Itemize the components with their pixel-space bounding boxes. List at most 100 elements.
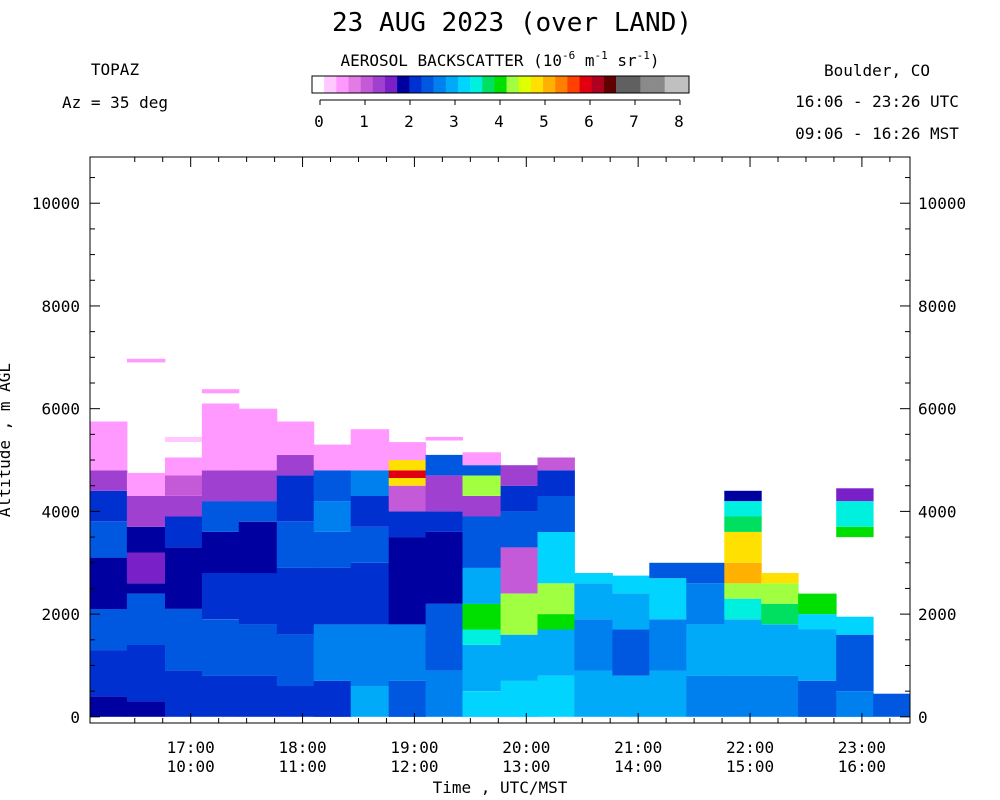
heatmap-cell [649, 670, 687, 717]
heatmap-cell [238, 408, 278, 471]
heatmap-cell [201, 619, 240, 676]
heatmap-cell [238, 624, 278, 676]
colorbar-swatch [457, 76, 471, 93]
heatmap-cell [537, 583, 575, 615]
heatmap-cell [90, 490, 128, 522]
y-tick-label-left: 10000 [32, 194, 80, 213]
colorbar-swatch [628, 76, 641, 93]
heatmap-cell [724, 598, 762, 620]
heatmap-cell [649, 578, 687, 620]
heatmap-cell [350, 496, 390, 527]
colorbar-swatch [397, 76, 410, 93]
heatmap-cell [201, 573, 240, 620]
heatmap-cell [276, 634, 315, 687]
colorbar-swatch [421, 76, 434, 93]
x-tick-label-mst: 13:00 [502, 757, 550, 776]
x-tick-label-utc: 21:00 [614, 738, 662, 757]
colorbar-tick-label: 4 [494, 112, 504, 131]
heatmap-cell [90, 421, 128, 471]
heatmap-cell [649, 619, 687, 671]
heatmap-cell [126, 496, 166, 527]
colorbar-swatch [579, 76, 593, 93]
heatmap-cell [798, 593, 837, 615]
heatmap-cell [574, 670, 613, 717]
heatmap-cell [724, 501, 762, 517]
heatmap-cell [462, 496, 501, 517]
heatmap-cell [462, 603, 501, 630]
heatmap-cell [388, 680, 427, 717]
heatmap-cell [90, 557, 128, 609]
heatmap-cell [649, 562, 687, 579]
heatmap-cell [425, 436, 463, 441]
x-tick-label-mst: 12:00 [390, 757, 438, 776]
heatmap-cell [574, 583, 613, 620]
heatmap-cell [537, 457, 575, 471]
heatmap-cell [500, 634, 538, 681]
heatmap-cell [276, 475, 315, 522]
heatmap-cell [126, 526, 166, 553]
x-tick-label-utc: 19:00 [390, 738, 438, 757]
colorbar-swatch [664, 76, 678, 93]
heatmap-cell [537, 470, 575, 496]
heatmap-cell [537, 531, 575, 584]
heatmap-cell [873, 693, 911, 717]
heatmap-cell [500, 465, 538, 486]
heatmap-cell [500, 593, 538, 635]
y-axis-ticks: 0 0 2000 2000 4000 4000 6000 6000 8000 8000 10000 1… [32, 177, 966, 727]
colorbar-tick-label: 2 [404, 112, 414, 131]
colorbar-swatch [433, 76, 447, 93]
heatmap-cell [724, 675, 762, 717]
heatmap-cell [686, 624, 725, 676]
heatmap-cell [462, 644, 501, 692]
heatmap-cell [462, 629, 501, 645]
heatmap-cell [313, 531, 352, 568]
x-tick-label-mst: 15:00 [726, 757, 774, 776]
heatmap-cell [462, 465, 501, 476]
heatmap-cell [836, 616, 874, 635]
colorbar-swatch [409, 76, 422, 93]
colorbar-label: AEROSOL BACKSCATTER (10-6 m-1 sr-1) [340, 49, 659, 70]
heatmap-cell [388, 460, 427, 471]
heatmap-cell [537, 496, 575, 532]
heatmap-cell [313, 624, 352, 681]
heatmap-cell [425, 531, 463, 604]
heatmap-cell [425, 670, 463, 717]
heatmap-cell [612, 593, 650, 630]
heatmap-cell [238, 470, 278, 502]
heatmap-cell [836, 526, 874, 538]
heatmap-cell [350, 562, 390, 625]
colorbar-tick-label: 1 [359, 112, 369, 131]
y-tick-label-right: 6000 [918, 400, 957, 419]
x-tick-label-mst: 14:00 [614, 757, 662, 776]
heatmap-cell [724, 562, 762, 584]
x-tick-label-mst: 10:00 [167, 757, 215, 776]
heatmap-cell [313, 680, 352, 717]
heatmap-cell [388, 442, 427, 461]
colorbar-swatch [384, 76, 398, 93]
heatmap-cell [724, 516, 762, 532]
heatmap-cell [90, 650, 128, 697]
heatmap-cell [574, 573, 613, 584]
colorbar-swatch [348, 76, 361, 93]
heatmap-cell [350, 470, 390, 496]
heatmap-cell [462, 516, 501, 568]
heatmap-cell [574, 619, 613, 671]
heatmap-cell [313, 444, 352, 471]
colorbar-swatch [676, 76, 690, 93]
heatmap-cell [836, 501, 874, 527]
utc-range-label: 16:06 - 23:26 UTC [795, 92, 959, 111]
colorbar-swatch [530, 76, 544, 93]
heatmap-cell [201, 675, 240, 717]
heatmap-cell [388, 511, 427, 538]
heatmap-cell [238, 573, 278, 625]
heatmap-cell [462, 452, 501, 466]
heatmap-cell [500, 511, 538, 548]
heatmap-cell [537, 614, 575, 630]
heatmap-cell [276, 521, 315, 568]
heatmap-cell [798, 680, 837, 717]
heatmap-cell [90, 696, 128, 717]
y-tick-label-left: 2000 [41, 605, 80, 624]
heatmap-cell [90, 470, 128, 491]
colorbar-ticks: 0 1 2 3 4 5 6 7 8 [314, 99, 684, 131]
